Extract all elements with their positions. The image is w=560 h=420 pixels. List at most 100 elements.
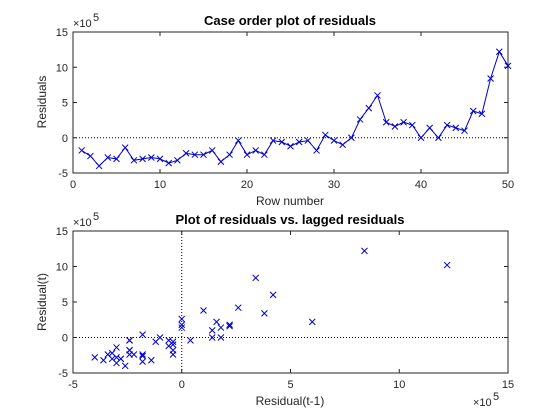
data-point <box>226 321 233 329</box>
data-point <box>278 138 286 146</box>
data-point <box>174 156 181 164</box>
y-tick-label: 0 <box>62 333 68 345</box>
y-tick-label: 5 <box>62 98 68 110</box>
data-point <box>213 318 220 326</box>
data-point <box>361 247 368 255</box>
data-point <box>121 362 129 370</box>
chart-title: Case order plot of residuals <box>204 13 376 28</box>
data-point <box>365 104 373 112</box>
data-point <box>226 322 233 330</box>
data-point <box>313 147 320 154</box>
data-point <box>113 359 120 367</box>
data-point <box>178 321 186 329</box>
data-point <box>217 334 225 341</box>
data-point <box>217 158 225 166</box>
data-point <box>356 116 364 123</box>
y-exponent: ×10 5 <box>73 12 99 30</box>
y-exponent: ×10 5 <box>73 211 99 229</box>
data-point <box>478 110 486 118</box>
x-tick-label: 0 <box>179 379 185 391</box>
data-point <box>504 62 512 70</box>
data-point <box>304 137 312 144</box>
data-point <box>417 134 425 142</box>
data-point <box>261 151 268 159</box>
x-axis-label: Residual(t-1) <box>256 394 325 408</box>
x-tick-label: -5 <box>68 379 78 391</box>
axes-frame <box>72 230 509 374</box>
data-point <box>187 336 194 344</box>
data-point <box>200 151 207 159</box>
data-point <box>461 127 468 135</box>
data-point <box>443 121 451 129</box>
data-point <box>391 123 399 130</box>
x-tick-label: 20 <box>241 179 253 191</box>
y-tick-label: -5 <box>58 168 68 180</box>
data-point <box>126 336 133 344</box>
data-point <box>113 155 120 163</box>
exponent-power: 5 <box>493 391 499 403</box>
data-point <box>348 134 355 142</box>
data-point <box>95 162 103 170</box>
data-point <box>113 344 120 351</box>
data-point <box>330 137 338 144</box>
x-tick-label: 5 <box>287 379 293 391</box>
data-point <box>226 151 233 159</box>
axes-frame <box>72 31 509 174</box>
data-point <box>147 154 155 161</box>
data-point <box>208 147 216 154</box>
case-order-plot: Case order plot of residuals Row number … <box>35 12 514 208</box>
data-point <box>208 327 216 334</box>
data-point <box>130 156 138 164</box>
data-point <box>426 124 434 132</box>
data-point <box>243 151 251 159</box>
data-point <box>139 358 146 365</box>
x-tick-label: 30 <box>328 179 340 191</box>
data-point <box>156 334 164 341</box>
x-tick-label: 10 <box>393 379 405 391</box>
data-point <box>321 131 329 139</box>
y-tick-label: 15 <box>56 226 68 238</box>
data-point <box>400 118 407 126</box>
data-point <box>121 144 129 151</box>
data-point <box>169 346 177 354</box>
data-point <box>234 137 242 144</box>
data-point <box>156 155 164 163</box>
data-point <box>108 349 116 357</box>
data-point <box>104 351 112 358</box>
exponent-base: ×10 <box>73 217 92 229</box>
exponent-base: ×10 <box>73 18 92 30</box>
data-point <box>487 75 494 82</box>
data-point <box>452 124 460 132</box>
y-tick-label: 0 <box>62 133 68 145</box>
data-point <box>269 291 277 299</box>
data-point <box>261 310 268 317</box>
data-point <box>252 147 260 154</box>
data-point <box>382 118 390 126</box>
data-point <box>469 107 477 115</box>
data-point <box>147 356 155 364</box>
data-point <box>191 151 199 159</box>
y-axis-label: Residual(t) <box>35 273 49 331</box>
y-tick-label: -5 <box>58 368 68 380</box>
data-point <box>87 152 94 160</box>
data-point <box>182 149 190 157</box>
data-point <box>408 121 416 129</box>
y-tick-label: 15 <box>56 27 68 39</box>
data-point <box>295 138 303 146</box>
data-point <box>139 331 146 339</box>
data-point <box>308 318 316 326</box>
data-point <box>139 351 146 358</box>
data-point <box>178 315 186 323</box>
data-point <box>91 354 99 361</box>
data-point <box>287 142 294 150</box>
x-tick-label: 10 <box>154 179 166 191</box>
chart-title: Plot of residuals vs. lagged residuals <box>175 212 404 227</box>
data-point <box>269 137 277 144</box>
y-tick-label: 5 <box>62 297 68 309</box>
x-axis-label: Row number <box>256 194 324 208</box>
exponent-power: 5 <box>93 12 99 24</box>
data-point <box>374 92 381 99</box>
y-tick-label: 10 <box>56 62 68 74</box>
data-point <box>169 341 177 348</box>
